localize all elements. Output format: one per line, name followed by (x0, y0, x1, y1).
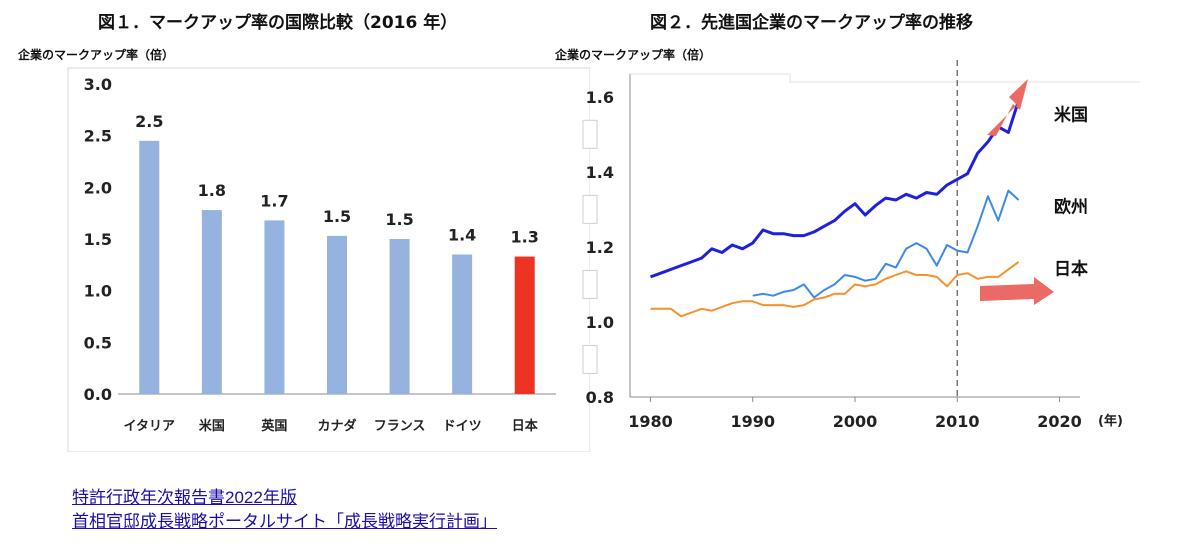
figure2-x-axis-unit: (年) (1098, 413, 1123, 429)
figure1-x-tick-label: イタリア (124, 419, 175, 434)
source-links: 特許行政年次報告書2022年版 首相官邸成長戦略ポータルサイト「成長戦略実行計画… (72, 486, 497, 534)
figure2-y-tick-label: 1.6 (586, 88, 614, 107)
figure2-frame-line (630, 73, 1140, 83)
figure1-bar-1 (139, 140, 160, 394)
figure1-y-tick-label: 2.5 (84, 127, 112, 146)
figure1-data-label: 1.3 (511, 228, 539, 247)
figure1-data-label: 2.5 (135, 112, 163, 131)
figure2-series-line-2 (752, 189, 1020, 299)
figure2-series-label: 日本 (1054, 259, 1088, 280)
figure2-y-tick-label: 1.2 (586, 238, 614, 257)
figure1-y-tick-label: 0.5 (84, 333, 112, 352)
figure1-bar-5 (389, 239, 410, 394)
figure2-x-tick-label: 2000 (833, 412, 878, 431)
figure2-x-tick-label: 2020 (1037, 412, 1082, 431)
figure1-x-tick-label: フランス (374, 419, 426, 434)
figure1-y-axis-title: 企業のマークアップ率（倍） (18, 48, 175, 62)
figure2-series-line-1 (649, 100, 1021, 279)
figure1-bar-4 (327, 235, 347, 394)
figure2-y-tick-label: 1.0 (586, 313, 614, 332)
figure2-axis-placeholder-box (582, 269, 598, 299)
figure2-arrow-up (987, 79, 1028, 136)
figure1-data-label: 1.5 (385, 210, 413, 229)
figure2-line-chart: 0.8 1.0 1.2 1.4 1.6 1980 1990 2000 2010 2020 (年) 米国… (582, 60, 1140, 431)
figure1-data-label: 1.7 (260, 191, 288, 210)
figure2-axis-placeholder-box (582, 119, 598, 149)
figure1-plot-frame (67, 67, 590, 452)
figure2-title: 図２．先進国企業のマークアップ率の推移 (650, 13, 973, 33)
figure2-arrow-flat (980, 277, 1054, 305)
figure1-data-label: 1.8 (198, 181, 226, 200)
source-link-patent-report[interactable]: 特許行政年次報告書2022年版 (72, 488, 297, 507)
figure2-x-tick-label: 1980 (628, 412, 673, 431)
figure1-bar-2 (201, 210, 222, 394)
figure2-series-label: 欧州 (1054, 197, 1088, 218)
figure1-y-tick-label: 2.0 (84, 178, 112, 197)
figure1-bar-3 (264, 220, 285, 394)
figure1-data-label: 1.4 (448, 226, 476, 245)
figure1-x-tick-label: 英国 (260, 418, 287, 434)
figure1-x-tick-label: ドイツ (443, 419, 482, 434)
figure2-series-label: 米国 (1054, 105, 1088, 126)
figure1-x-tick-label: 日本 (512, 418, 538, 434)
figure2-x-tick-label: 2010 (935, 412, 980, 431)
figure1-y-tick-label: 0.0 (84, 385, 112, 404)
figure1-y-tick-label: 3.0 (84, 75, 112, 94)
figure2-series-line-3 (650, 261, 1020, 318)
figure2-x-tick-label: 1990 (730, 412, 775, 431)
figure1-x-tick-label: カナダ (317, 418, 356, 434)
source-link-growth-strategy[interactable]: 首相官邸成長戦略ポータルサイト「成長戦略実行計画」 (72, 512, 497, 531)
figure2-y-tick-label: 1.4 (586, 163, 614, 182)
figure1-y-tick-label: 1.0 (84, 282, 112, 301)
figure2-y-tick-label: 0.8 (586, 388, 614, 407)
figure1-bar-7 (514, 256, 535, 394)
figure2-y-axis-title: 企業のマークアップ率（倍） (555, 48, 712, 62)
figure2-axis-placeholder-box (582, 194, 598, 224)
figure1-x-tick-label: 米国 (199, 418, 225, 434)
figure1-y-tick-label: 1.5 (84, 230, 112, 249)
figure1-data-label: 1.5 (323, 207, 351, 226)
figure1-title: 図１．マークアップ率の国際比較（2016 年） (98, 13, 458, 33)
figure2-axis-placeholder-box (582, 344, 598, 374)
figure1-bar-6 (452, 254, 473, 394)
figure1-bar-chart: 0.0 0.5 1.0 1.5 2.0 2.5 3.0 2.5 イタリア 1.8 米国 1.7 英国 1.… (67, 67, 590, 452)
